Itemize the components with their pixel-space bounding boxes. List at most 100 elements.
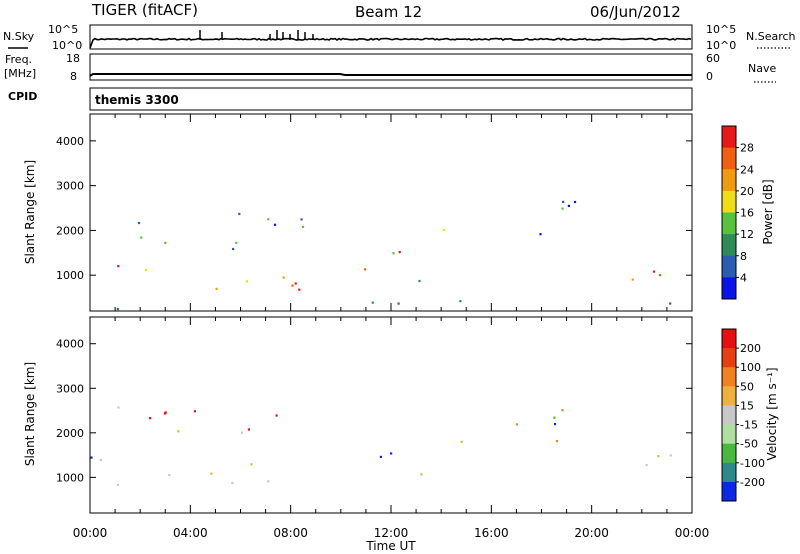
y-tick-label: 1000	[56, 269, 84, 282]
colorbar-tick-label: 20	[740, 185, 754, 198]
data-cell	[267, 218, 270, 221]
colorbar-tick-label: 8	[740, 250, 747, 263]
power-ylabel: Slant Range [km]	[23, 160, 37, 264]
y-tick-label: 3000	[56, 382, 84, 395]
freq-panel	[89, 53, 693, 81]
x-tick-label: 04:00	[173, 526, 208, 540]
data-cell	[567, 204, 570, 207]
colorbar-segment	[722, 190, 736, 213]
velocity-cbar-label: Velocity [m s⁻¹]	[765, 367, 779, 460]
data-cell	[561, 409, 564, 412]
data-cell	[245, 280, 248, 283]
colorbar-tick-label: 100	[740, 361, 761, 374]
data-cell	[460, 440, 463, 443]
colorbar-tick-label: 16	[740, 207, 754, 220]
x-tick-labels: 00:00 04:00 08:00 12:00 16:00 20:00 00:00	[73, 526, 710, 540]
data-cell	[390, 452, 393, 455]
nsky-tick-high-left: 10^5	[48, 23, 78, 36]
data-cell	[669, 302, 672, 305]
nsky-line	[89, 30, 692, 49]
data-cell	[168, 474, 171, 477]
data-cell	[573, 200, 577, 204]
data-cell	[193, 410, 196, 413]
data-cell	[442, 228, 445, 231]
data-cell	[652, 270, 656, 273]
data-cell	[231, 481, 234, 484]
colorbar-tick-label: 4	[740, 271, 747, 284]
data-cell	[267, 480, 270, 483]
colorbar-frame	[721, 328, 737, 502]
x-tick-label: 20:00	[574, 526, 609, 540]
x-tick-label: 00:00	[675, 526, 710, 540]
nsky-tick-low-right: 10^0	[706, 39, 736, 52]
colorbar-tick-label: 12	[740, 228, 754, 241]
data-cell	[144, 268, 147, 272]
data-cell	[238, 212, 241, 215]
velocity-panel-frame	[89, 316, 693, 514]
power-cbar-label: Power [dB]	[761, 179, 775, 244]
colorbar-tick-label: 200	[740, 342, 761, 355]
nsky-tick-low-left: 10^0	[52, 39, 82, 52]
colorbar-segment	[722, 443, 736, 464]
data-cell	[177, 430, 180, 433]
x-tick-label: 08:00	[273, 526, 308, 540]
data-cell	[137, 221, 141, 225]
velocity-ylabel: Slant Range [km]	[23, 362, 37, 466]
data-cell	[561, 207, 564, 210]
freq-tick-low-left: 8	[70, 70, 77, 83]
y-tick-label: 4000	[56, 135, 84, 148]
data-cell	[392, 252, 395, 255]
data-cell	[116, 307, 119, 311]
x-axis-label: Time UT	[365, 539, 416, 553]
header-title: TIGER (fitACF)	[91, 1, 198, 19]
data-cell	[164, 241, 167, 244]
header-beam: Beam 12	[355, 3, 422, 21]
data-cell	[631, 278, 634, 281]
power-yticks: 1000 2000 3000 4000	[56, 135, 692, 282]
colorbar-segment	[722, 367, 736, 387]
data-cell	[215, 287, 218, 290]
data-cell	[515, 423, 518, 426]
power-xticks	[89, 114, 693, 311]
data-cell	[90, 456, 93, 459]
data-cell	[371, 301, 374, 304]
power-colorbar: 4 8 12 16 20 24 28	[721, 125, 754, 300]
colorbar-segment	[722, 386, 736, 406]
colorbar-segment	[722, 212, 736, 235]
data-cell	[247, 428, 250, 431]
data-cell	[210, 472, 213, 475]
freq-label: Freq.	[5, 53, 32, 66]
colorbar-segment	[722, 255, 736, 278]
data-cell	[300, 218, 303, 221]
nave-label: Nave	[748, 62, 776, 75]
colorbar-segment	[722, 169, 736, 192]
data-cell	[553, 416, 556, 419]
data-cell	[459, 300, 462, 303]
freq-tick-low-right: 0	[706, 70, 713, 83]
freq-tick-high-right: 60	[706, 52, 720, 65]
data-cell	[275, 414, 278, 417]
colorbar-tick-label: 28	[740, 142, 754, 155]
colorbar-segment	[722, 234, 736, 257]
colorbar-tick-label: -50	[740, 438, 758, 451]
data-cell	[562, 200, 565, 203]
y-tick-label: 3000	[56, 180, 84, 193]
data-cell	[235, 241, 238, 244]
nsearch-label: N.Search	[746, 30, 796, 43]
power-panel-frame	[89, 113, 693, 312]
data-cell	[273, 223, 277, 226]
colorbar-segment	[722, 462, 736, 483]
colorbar-segment	[722, 277, 736, 300]
colorbar-segment	[722, 147, 736, 170]
data-cell	[669, 454, 672, 457]
data-cell	[282, 276, 285, 279]
colorbar-tick-label: 15	[740, 399, 754, 412]
nsky-tick-high-right: 10^5	[706, 23, 736, 36]
x-tick-label: 16:00	[474, 526, 509, 540]
power-heatmap	[116, 200, 672, 311]
velocity-yticks: 1000 2000 3000 4000	[56, 338, 692, 484]
data-cell	[298, 288, 301, 291]
data-cell	[294, 282, 297, 285]
x-tick-label: 00:00	[73, 526, 108, 540]
